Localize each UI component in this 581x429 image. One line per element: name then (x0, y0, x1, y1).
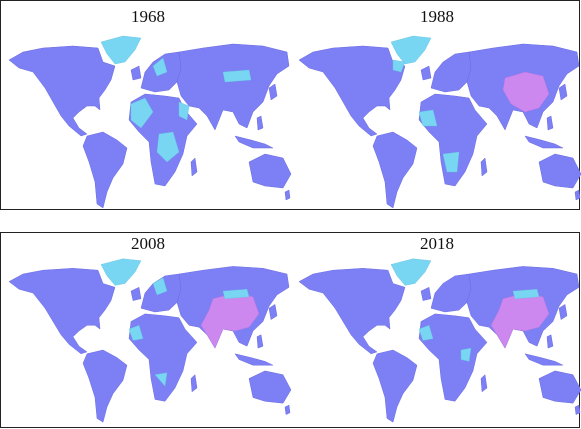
world-map (298, 258, 581, 423)
panel-frame (0, 0, 580, 210)
world-map (8, 258, 292, 423)
world-map (8, 35, 292, 209)
panel-frame (0, 232, 580, 428)
map-title: 2008 (131, 234, 165, 253)
map-title: 1988 (420, 7, 454, 26)
map-title: 1968 (131, 7, 165, 26)
map-title: 2018 (420, 234, 454, 253)
world-map (298, 35, 581, 209)
